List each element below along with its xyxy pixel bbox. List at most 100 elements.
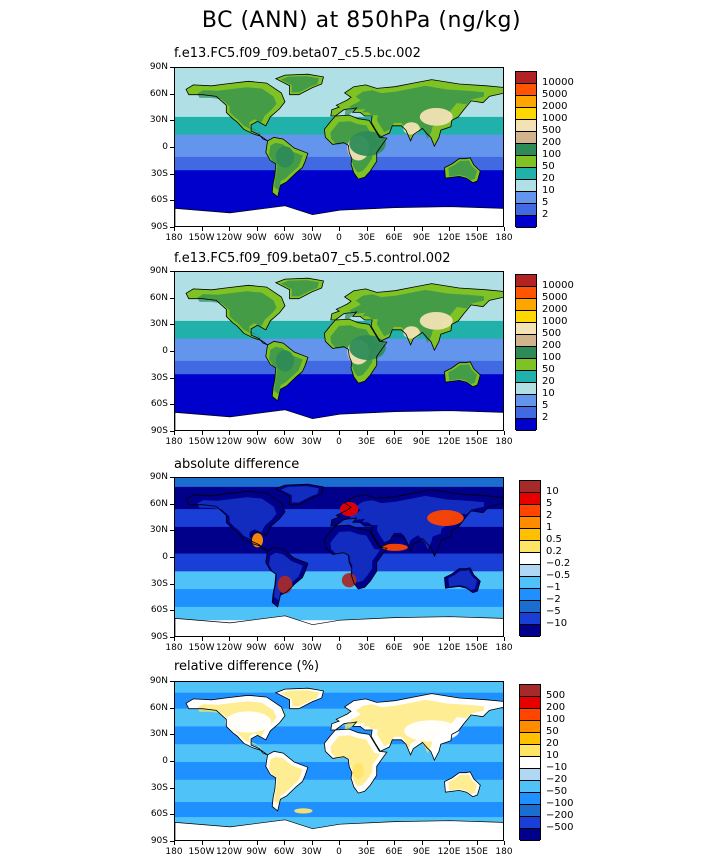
colorbar-swatch: [520, 733, 540, 745]
field-hotspot: [382, 543, 408, 551]
colorbar-label: −5: [546, 606, 561, 617]
colorbar-swatch: [516, 168, 536, 180]
lat-tick-label: 30S: [150, 168, 168, 179]
lon-tick-mark: [229, 637, 230, 641]
colorbar-label: 200: [542, 340, 562, 351]
antarctica-outline: [175, 409, 503, 430]
colorbar-label: 200: [542, 137, 562, 148]
lat-tick-mark: [170, 557, 174, 558]
lon-tick-mark: [449, 841, 450, 845]
colorbar-swatch: [516, 96, 536, 108]
colorbar-swatch: [516, 156, 536, 168]
lat-tick-mark: [170, 227, 174, 228]
field-band: [175, 478, 503, 488]
colorbar: [515, 274, 537, 431]
lon-tick-label: 120E: [437, 643, 461, 653]
map-panel: [174, 271, 504, 431]
australia-inner: [448, 774, 477, 795]
colorbar-label: −0.5: [546, 570, 571, 581]
lat-tick-mark: [170, 610, 174, 612]
colorbar: [519, 480, 541, 637]
colorbar-label: 5: [542, 197, 549, 208]
colorbar-label: 50: [542, 364, 555, 375]
lon-tick-label: 180: [495, 233, 513, 243]
field-hotspot: [419, 108, 453, 126]
lon-tick-label: 120W: [215, 437, 243, 447]
lon-tick-label: 0: [336, 437, 342, 447]
lon-tick-label: 90E: [412, 643, 431, 653]
colorbar-label: 2: [542, 209, 549, 220]
lon-tick-label: 30E: [357, 847, 376, 857]
lon-tick-label: 180: [165, 233, 183, 243]
field-hotspot: [403, 326, 420, 339]
colorbar-swatch: [520, 529, 540, 541]
colorbar: [519, 684, 541, 841]
colorbar-swatch: [520, 613, 540, 625]
lat-tick-mark: [170, 147, 174, 148]
lon-tick-mark: [476, 637, 478, 641]
field-band: [175, 762, 503, 781]
lon-tick-mark: [201, 841, 203, 845]
lon-tick-mark: [256, 227, 258, 231]
lon-tick-mark: [421, 227, 423, 231]
lat-tick-label: 60N: [149, 88, 168, 99]
colorbar-label: 10: [542, 388, 555, 399]
field-band: [175, 571, 503, 590]
colorbar-swatch: [516, 120, 536, 132]
eurasia-inner: [344, 85, 484, 140]
lat-tick-mark: [170, 173, 174, 175]
field-band: [175, 553, 503, 572]
lon-tick-label: 60W: [273, 437, 295, 447]
field-band: [175, 272, 503, 286]
lat-tick-label: 60N: [149, 702, 168, 713]
colorbar-swatch: [516, 359, 536, 371]
panel-title: absolute difference: [174, 457, 300, 472]
lon-tick-mark: [476, 431, 478, 435]
lat-tick-label: 30N: [149, 729, 168, 740]
colorbar-swatch: [520, 805, 540, 817]
field-band: [175, 338, 503, 362]
lon-tick-mark: [229, 227, 230, 231]
antarctica-outline: [175, 819, 503, 840]
north-america-coastline: [185, 284, 286, 346]
lon-tick-mark: [311, 841, 313, 845]
colorbar-label: 200: [546, 702, 566, 713]
lon-tick-mark: [201, 227, 203, 231]
lon-tick-mark: [339, 637, 340, 641]
lon-tick-label: 30W: [301, 233, 322, 243]
lon-tick-label: 120E: [437, 437, 461, 447]
eurasia-coastline: [330, 489, 503, 558]
colorbar-swatch: [516, 407, 536, 419]
field-hotspot: [341, 573, 357, 588]
lat-tick-mark: [170, 787, 174, 789]
greenland-coastline: [274, 73, 324, 96]
lon-tick-mark: [311, 227, 313, 231]
colorbar-label: 1: [546, 522, 553, 533]
colorbar-label: 2: [542, 412, 549, 423]
colorbar-label: −10: [546, 618, 568, 629]
colorbar-swatch: [516, 347, 536, 359]
colorbar-label: 0.5: [546, 534, 562, 545]
figure-title: BC (ANN) at 850hPa (ng/kg): [201, 8, 522, 33]
lon-tick-mark: [504, 637, 505, 641]
field-hotspot: [403, 122, 420, 135]
colorbar-swatch: [516, 84, 536, 96]
field-hotspot: [404, 720, 460, 742]
africa-coastline: [323, 114, 388, 180]
south-america-coastline: [265, 750, 309, 812]
lon-tick-mark: [174, 637, 175, 641]
colorbar-swatch: [516, 323, 536, 335]
colorbar-label: −20: [546, 774, 568, 785]
colorbar-swatch: [520, 481, 540, 493]
lon-tick-mark: [504, 227, 505, 231]
lon-tick-label: 0: [336, 233, 342, 243]
colorbar-swatch: [516, 419, 536, 431]
map-panel: [174, 477, 504, 637]
colorbar-swatch: [520, 721, 540, 733]
lat-tick-mark: [170, 707, 174, 709]
lon-tick-mark: [339, 841, 340, 845]
lat-tick-label: 30S: [150, 782, 168, 793]
lat-tick-mark: [170, 431, 174, 432]
lon-tick-mark: [366, 637, 368, 641]
lat-tick-label: 60S: [150, 605, 168, 616]
